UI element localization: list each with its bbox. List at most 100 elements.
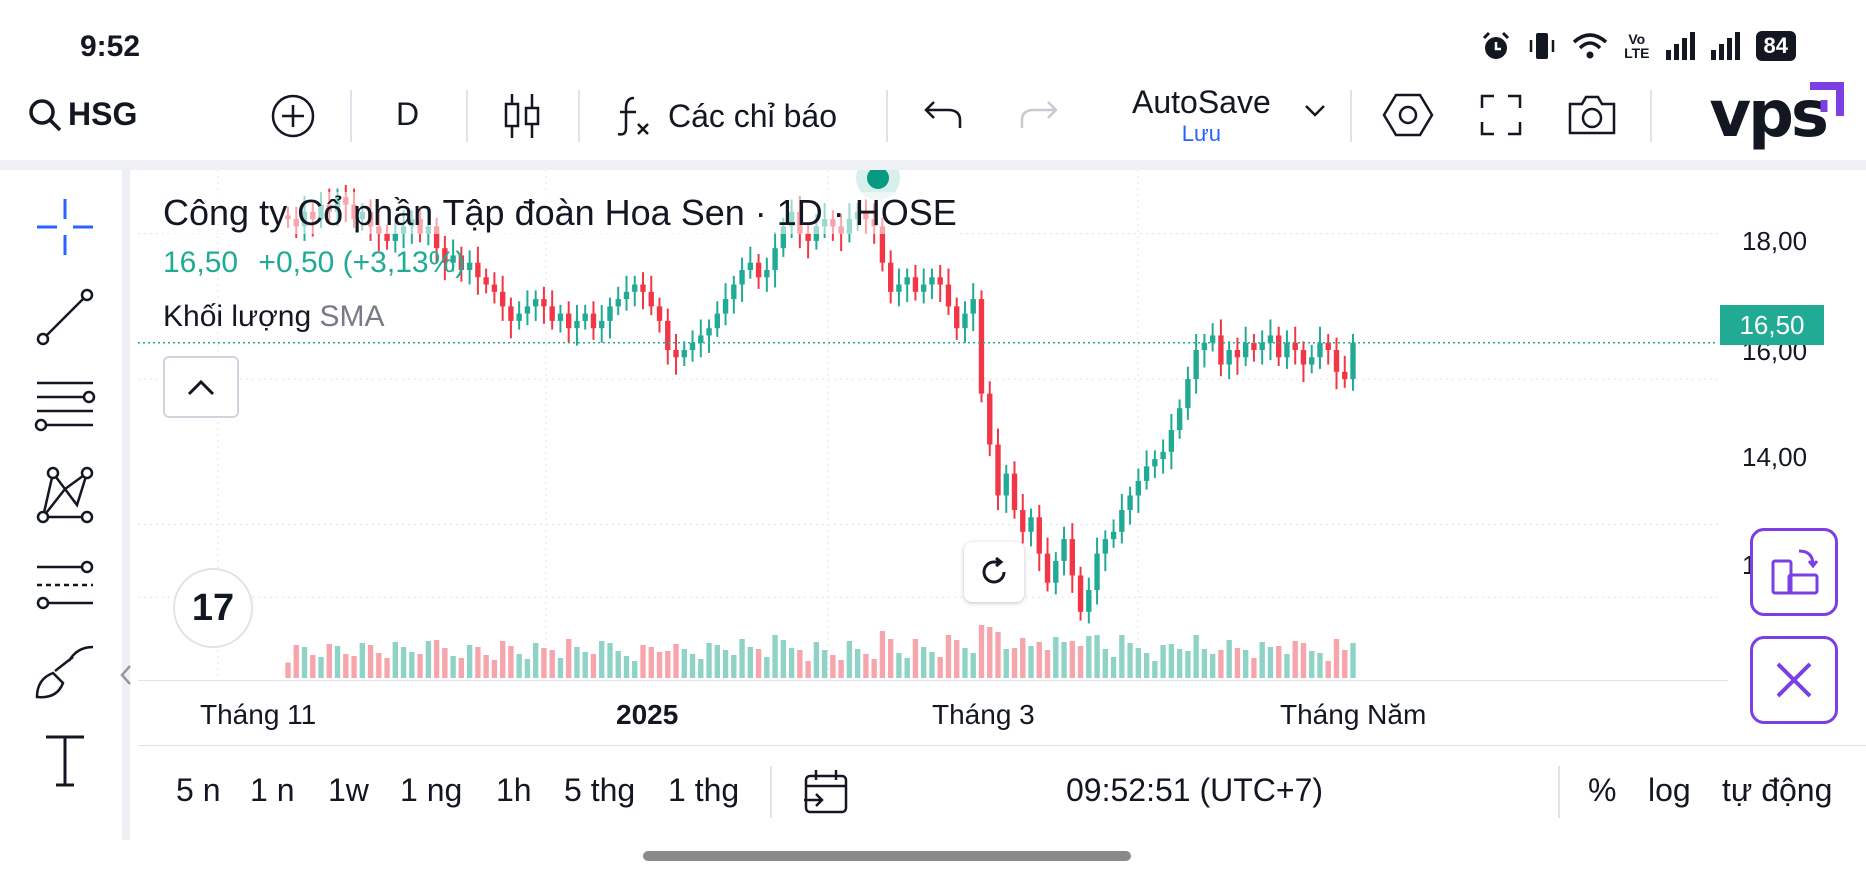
pattern-icon: [36, 466, 94, 524]
brush-tool[interactable]: [30, 638, 100, 708]
undo-button[interactable]: [924, 98, 962, 130]
volume-bar: [805, 661, 811, 678]
candle-body: [566, 313, 572, 329]
volume-bar: [1185, 651, 1191, 678]
range-1w[interactable]: 1w: [328, 772, 369, 808]
go-to-date-icon[interactable]: [802, 768, 850, 816]
candle-body: [590, 313, 597, 329]
indicators-label: Các chỉ báo: [668, 97, 837, 134]
candle-body: [1259, 342, 1265, 350]
candle-body: [640, 284, 646, 292]
candle-body: [887, 262, 894, 292]
snapshot-button[interactable]: [1566, 94, 1618, 136]
candle-body: [1110, 531, 1117, 540]
trend-line-tool[interactable]: [30, 282, 100, 352]
fullscreen-button[interactable]: [1480, 94, 1522, 136]
text-tool[interactable]: [30, 726, 100, 796]
candle-body: [557, 313, 564, 321]
volume-bar: [995, 632, 1001, 678]
chart-pane[interactable]: Công ty Cổ phần Tập đoàn Hoa Sen · 1D · …: [138, 170, 1866, 745]
candle-body: [549, 306, 555, 321]
volume-bar: [392, 642, 399, 678]
redo-button[interactable]: [1020, 98, 1058, 130]
volume-bar: [359, 643, 365, 678]
rotate-screen-button[interactable]: [1750, 528, 1838, 616]
pattern-tool[interactable]: [30, 460, 100, 530]
autosave-button[interactable]: AutoSave Lưu: [1132, 84, 1271, 147]
range-1day[interactable]: 1 ng: [400, 772, 463, 808]
volume-bar: [1110, 657, 1117, 678]
autosave-dropdown[interactable]: [1304, 104, 1326, 118]
interval-button[interactable]: D: [396, 96, 419, 133]
candle-body: [1201, 342, 1208, 350]
volume-bar: [962, 648, 968, 678]
candle-body: [1028, 517, 1034, 532]
collapse-legend-button[interactable]: [163, 356, 239, 418]
log-scale-toggle[interactable]: log: [1648, 772, 1691, 808]
chart-style-button[interactable]: [502, 92, 542, 140]
tradingview-logo[interactable]: 17: [173, 568, 253, 648]
auto-scale-toggle[interactable]: tự động: [1722, 772, 1833, 808]
indicators-button[interactable]: Các chỉ báo: [616, 94, 837, 138]
add-symbol-button[interactable]: [270, 93, 316, 139]
volume-legend[interactable]: Khối lượng SMA: [163, 300, 385, 334]
volume-bar: [648, 647, 654, 678]
volume-bar: [987, 627, 993, 678]
candle-body: [450, 255, 456, 263]
close-chart-button[interactable]: [1750, 636, 1838, 724]
forecast-tool[interactable]: [30, 550, 100, 620]
candle-body: [1218, 335, 1224, 365]
volume-bar: [921, 647, 927, 678]
camera-icon: [1568, 95, 1616, 135]
settings-button[interactable]: [1382, 92, 1434, 138]
toolbar-separator: [1650, 90, 1652, 142]
volume-bar: [301, 647, 308, 678]
volume-bar: [640, 645, 646, 678]
bottom-separator: [1558, 766, 1560, 818]
percent-scale-toggle[interactable]: %: [1588, 772, 1617, 808]
range-1d[interactable]: 1 n: [250, 772, 295, 808]
fib-tool[interactable]: [30, 370, 100, 440]
time-axis[interactable]: Tháng 11 2025 Tháng 3 Tháng Năm: [138, 680, 1728, 744]
candle-body: [1325, 342, 1331, 350]
range-1h[interactable]: 1h: [496, 772, 532, 808]
volume-bar: [1226, 640, 1232, 678]
candle-body: [1309, 357, 1315, 365]
clock-timezone[interactable]: 09:52:51 (UTC+7): [1066, 772, 1324, 808]
volume-bar: [838, 660, 844, 678]
collapse-toolbar-handle[interactable]: [116, 660, 136, 690]
candle-body: [1119, 510, 1125, 532]
candle-body: [1242, 342, 1249, 358]
range-5m[interactable]: 5 thg: [564, 772, 636, 808]
candle-body: [962, 313, 968, 329]
candle-body: [747, 262, 754, 270]
candle-body: [648, 291, 654, 307]
volume-bar: [491, 660, 498, 678]
volume-bar: [1077, 646, 1084, 678]
candle-body: [1143, 466, 1150, 481]
candle-body: [995, 444, 1001, 496]
volume-bar: [1127, 643, 1133, 678]
crosshair-tool[interactable]: [30, 192, 100, 262]
volume-bar: [1069, 641, 1075, 678]
candlestick-chart[interactable]: [138, 170, 1866, 680]
candle-body: [879, 226, 886, 263]
volume-bar: [1160, 645, 1166, 678]
reset-chart-button[interactable]: [964, 542, 1024, 602]
candle-body: [954, 306, 960, 329]
range-1m[interactable]: 1 thg: [668, 772, 740, 808]
candle-body: [714, 313, 720, 329]
volume-bar: [665, 651, 671, 678]
candle-body: [706, 328, 712, 336]
range-5d[interactable]: 5 n: [176, 772, 221, 808]
candle-body: [599, 320, 605, 329]
candle-body: [475, 262, 481, 278]
undo-icon: [924, 101, 962, 128]
volume-bar: [780, 640, 787, 678]
symbol-search[interactable]: HSG: [28, 96, 137, 133]
volume-bar: [499, 641, 506, 678]
volume-bar: [813, 642, 820, 678]
volume-bar: [978, 625, 985, 678]
candle-body: [483, 277, 489, 285]
volume-bar: [1119, 635, 1125, 678]
